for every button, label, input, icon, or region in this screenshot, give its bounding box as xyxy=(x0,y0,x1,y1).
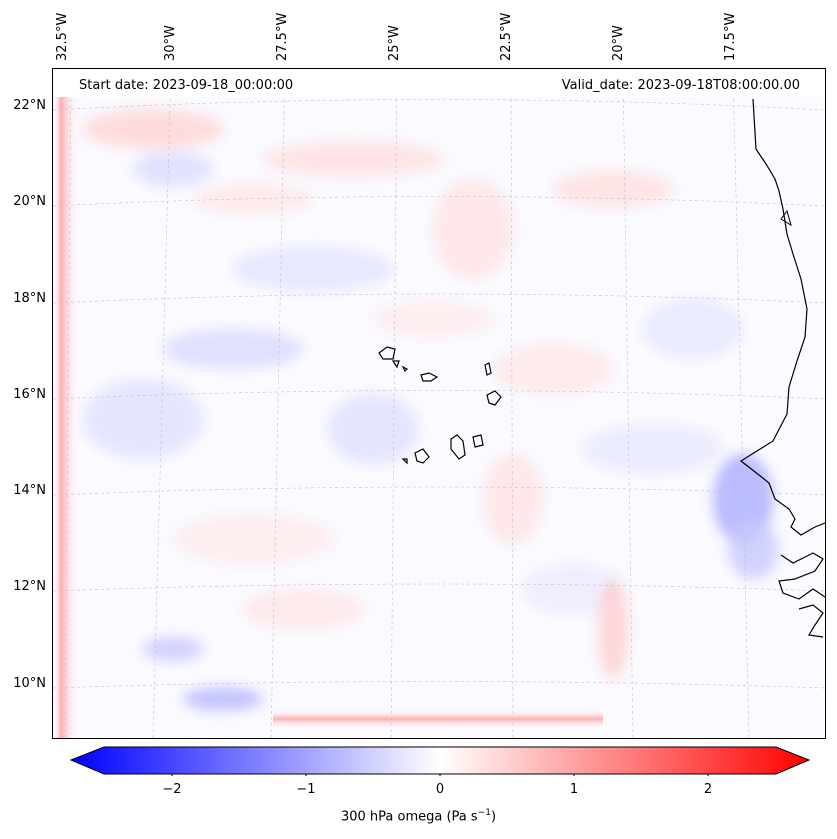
colorbar-tick-2: 2 xyxy=(703,782,713,797)
lon-label-25w: 25°W xyxy=(387,25,402,61)
africa-coastline xyxy=(739,98,825,638)
cape-verde-islands xyxy=(378,346,502,465)
lon-label-27.5w: 27.5°W xyxy=(275,12,290,61)
lon-label-17.5w: 17.5°W xyxy=(723,12,738,61)
colorbar-label-text: 300 hPa omega (Pa s xyxy=(340,809,478,825)
colorbar-label: 300 hPa omega (Pa s−1) xyxy=(0,808,837,824)
field-anomalies xyxy=(83,109,778,711)
bottom-boundary-band xyxy=(273,709,603,729)
lat-label-12n: 12°N xyxy=(13,579,46,594)
colorbar-tick-1: 1 xyxy=(569,782,579,797)
colorbar-body xyxy=(70,746,810,775)
date-header: Start date: 2023-09-18_00:00:00 Valid_da… xyxy=(53,69,825,97)
lat-label-16n: 16°N xyxy=(13,387,46,402)
lat-label-20n: 20°N xyxy=(13,194,46,209)
lat-label-14n: 14°N xyxy=(13,483,46,498)
valid-date-label: Valid_date: 2023-09-18T08:00:00.00 xyxy=(561,78,800,93)
lat-label-18n: 18°N xyxy=(13,291,46,306)
left-boundary-band xyxy=(53,69,79,738)
gridlines xyxy=(53,69,825,738)
colorbar-label-suffix: ) xyxy=(490,809,497,825)
colorbar-tick-neg1: −1 xyxy=(296,782,316,797)
lon-label-20w: 20°W xyxy=(611,25,626,61)
colorbar xyxy=(70,746,810,776)
lat-label-10n: 10°N xyxy=(13,676,46,691)
lon-label-30w: 30°W xyxy=(163,25,178,61)
colorbar-tick-neg2: −2 xyxy=(162,782,182,797)
start-date-label: Start date: 2023-09-18_00:00:00 xyxy=(79,78,294,93)
omega-field xyxy=(53,69,825,738)
colorbar-ticks xyxy=(171,774,709,776)
colorbar-tick-0: 0 xyxy=(435,782,445,797)
map-panel: Start date: 2023-09-18_00:00:00 Valid_da… xyxy=(52,68,826,739)
lon-label-32.5w: 32.5°W xyxy=(55,12,70,61)
lat-label-22n: 22°N xyxy=(13,98,46,113)
colorbar-label-exponent: −1 xyxy=(477,808,491,818)
lon-label-22.5w: 22.5°W xyxy=(499,12,514,61)
coast-fragment xyxy=(780,209,792,227)
